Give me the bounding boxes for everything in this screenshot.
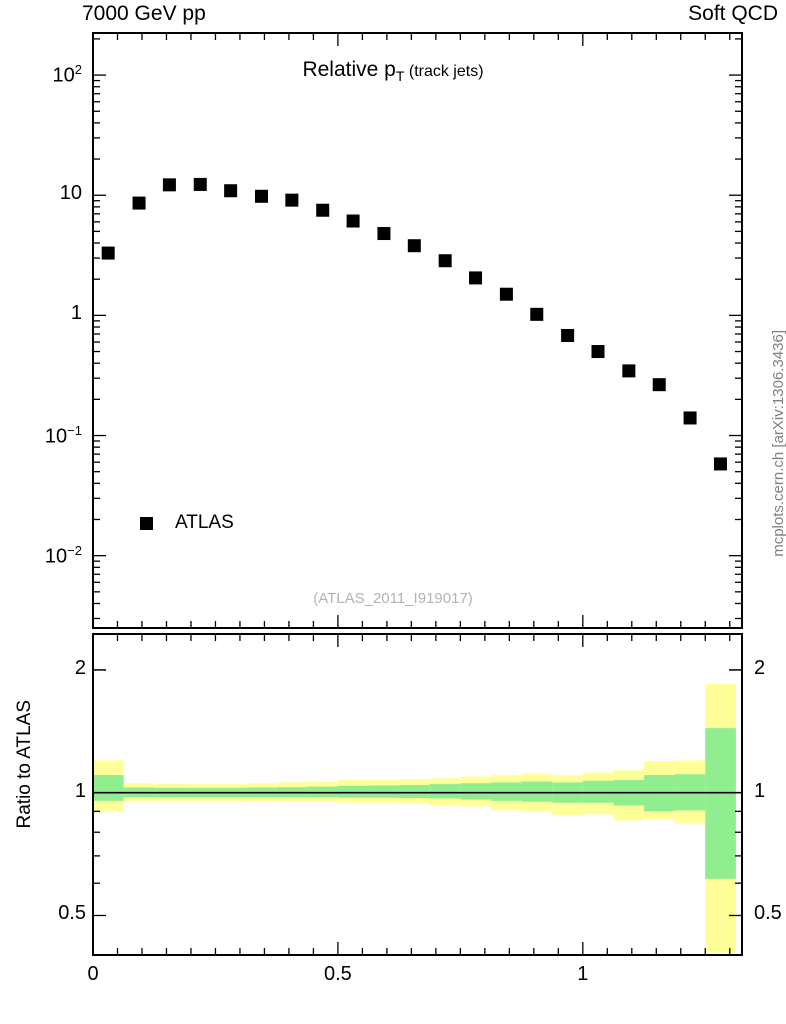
- inner-uncertainty-band: [582, 780, 614, 803]
- data-point-marker: [530, 307, 544, 321]
- y-tick-label-0.01: 10−2: [44, 542, 82, 568]
- inner-uncertainty-band: [368, 785, 400, 798]
- legend: ATLAS: [140, 512, 234, 534]
- data-point-marker: [499, 287, 513, 301]
- main-panel-border: [92, 32, 743, 629]
- ratio-panel-border: [92, 633, 743, 956]
- plot-title-subscript: T: [395, 68, 405, 85]
- data-point-marker: [683, 411, 697, 425]
- ratio-uncertainty-bands: [93, 683, 742, 953]
- data-point-marker: [346, 214, 360, 228]
- ratio-y-tick-label-left-2: 2: [74, 656, 86, 679]
- ratio-y-tick-label-left-1: 1: [74, 779, 86, 802]
- data-point-marker: [561, 328, 575, 342]
- data-point-marker: [285, 193, 299, 207]
- data-point-marker: [591, 345, 605, 359]
- y-tick-label-100: 102: [52, 62, 82, 87]
- plot-title-main: Relative p: [302, 58, 396, 81]
- mcplots-attribution: mcplots.cern.ch [arXiv:1306.3436]: [770, 330, 786, 557]
- header-right-label: Soft QCD: [688, 2, 778, 25]
- inner-uncertainty-band: [337, 785, 369, 798]
- x-tick-label-0: 0: [87, 963, 99, 985]
- ratio-y-tick-label-left-0.5: 0.5: [58, 902, 86, 925]
- data-point-marker: [407, 239, 421, 253]
- legend-marker-atlas: [140, 516, 153, 530]
- legend-label-atlas: ATLAS: [175, 512, 234, 533]
- data-point-marker: [162, 178, 176, 192]
- y-tick-label-10: 10: [59, 182, 82, 205]
- x-tick-label-1: 1: [577, 963, 589, 985]
- data-point-marker: [469, 271, 483, 285]
- data-point-marker: [713, 457, 727, 471]
- data-point-marker: [652, 378, 666, 392]
- inner-uncertainty-band: [460, 783, 491, 800]
- data-point-marker: [254, 189, 268, 203]
- plot-title: Relative pT (track jets): [0, 58, 786, 84]
- inner-uncertainty-band: [307, 786, 338, 798]
- data-point-marker: [224, 184, 238, 198]
- x-tick-label-0.5: 0.5: [323, 963, 352, 985]
- data-point-marker: [438, 254, 452, 268]
- main-panel-frame: [92, 32, 743, 629]
- inner-uncertainty-band: [93, 775, 124, 801]
- ratio-y-tick-label-right-2: 2: [754, 656, 766, 679]
- ratio-panel-ticks: [92, 634, 742, 956]
- analysis-id-watermark: (ATLAS_2011_I919017): [313, 590, 473, 607]
- data-point-marker: [101, 246, 115, 260]
- y-tick-label-0.1: 10−1: [44, 422, 82, 448]
- atlas-data-markers: [101, 177, 727, 471]
- main-panel-ticks: [92, 33, 742, 628]
- inner-uncertainty-band: [705, 728, 736, 879]
- inner-uncertainty-band: [429, 784, 461, 799]
- plot-title-tail: (track jets): [408, 63, 484, 80]
- ratio-panel-frame: [92, 633, 743, 956]
- data-point-marker: [132, 196, 146, 210]
- inner-uncertainty-band: [490, 782, 522, 801]
- inner-uncertainty-band: [521, 781, 553, 802]
- data-point-marker: [377, 227, 391, 241]
- inner-uncertainty-band: [399, 784, 430, 799]
- data-point-marker: [622, 364, 636, 378]
- data-point-marker: [316, 203, 330, 217]
- ratio-y-tick-label-right-0.5: 0.5: [754, 902, 782, 925]
- ratio-y-tick-label-right-1: 1: [754, 779, 766, 802]
- ratio-axis-label: Ratio to ATLAS: [14, 700, 35, 829]
- y-tick-label-1: 1: [70, 302, 82, 325]
- header-left-label: 7000 GeV pp: [82, 2, 206, 25]
- data-point-marker: [193, 177, 207, 191]
